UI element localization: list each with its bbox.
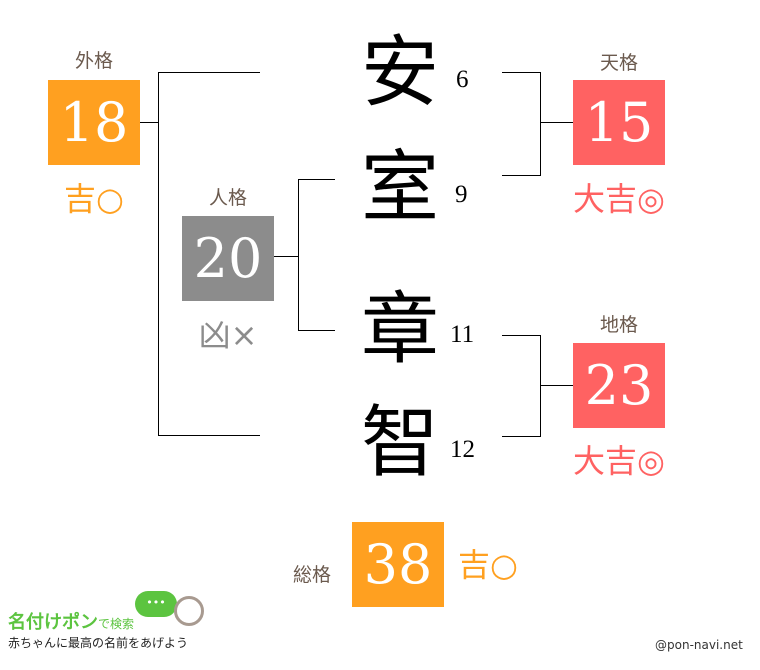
name-char-3: 章	[360, 285, 439, 375]
stroke-count-4: 12	[450, 436, 475, 463]
soukaku-label: 総格	[292, 564, 331, 586]
tenkaku-label: 天格	[599, 52, 638, 74]
gaikaku-label: 外格	[74, 50, 113, 72]
bracket-line	[298, 179, 299, 331]
bracket-line	[298, 330, 335, 331]
bracket-line	[158, 435, 260, 436]
bracket-line	[502, 72, 540, 73]
baby-face-icon	[174, 596, 204, 626]
bracket-line	[274, 256, 298, 257]
jinkaku-value: 20	[182, 216, 274, 301]
stroke-count-1: 6	[456, 66, 469, 93]
jinkaku-fortune: 凶×	[198, 316, 258, 354]
bracket-line	[158, 72, 260, 73]
stroke-count-3: 11	[450, 321, 475, 348]
bracket-line	[502, 335, 540, 336]
tenkaku-fortune: 大吉◎	[573, 180, 665, 218]
bracket-line	[540, 72, 541, 176]
site-credit: @pon-navi.net	[655, 638, 743, 652]
name-char-1: 安	[360, 28, 439, 118]
soukaku-value: 38	[352, 522, 444, 607]
chikaku-label: 地格	[599, 314, 638, 336]
name-char-2: 室	[360, 143, 439, 233]
chikaku-value: 23	[573, 343, 665, 428]
gaikaku-fortune: 吉○	[64, 180, 124, 218]
bracket-line	[540, 335, 541, 437]
jinkaku-label: 人格	[208, 187, 247, 209]
bracket-line	[502, 175, 540, 176]
bracket-line	[140, 122, 158, 123]
bracket-line	[540, 122, 573, 123]
chikaku-fortune: 大吉◎	[573, 442, 665, 480]
stroke-count-2: 9	[455, 181, 468, 208]
logo-title: 名付けポン	[8, 612, 98, 633]
logo[interactable]: ••• 名付けポンで検索 赤ちゃんに最高の名前をあげよう	[8, 588, 228, 658]
gaikaku-value: 18	[48, 80, 140, 165]
bracket-line	[158, 72, 159, 436]
tenkaku-value: 15	[573, 80, 665, 165]
bracket-line	[298, 179, 335, 180]
bracket-line	[502, 436, 540, 437]
bracket-line	[540, 385, 573, 386]
logo-tagline: 赤ちゃんに最高の名前をあげよう	[8, 636, 189, 650]
name-char-4: 智	[360, 398, 439, 488]
speech-bubble-icon: •••	[135, 591, 177, 617]
logo-title-suffix: で検索	[98, 617, 135, 631]
soukaku-fortune: 吉○	[458, 546, 518, 584]
